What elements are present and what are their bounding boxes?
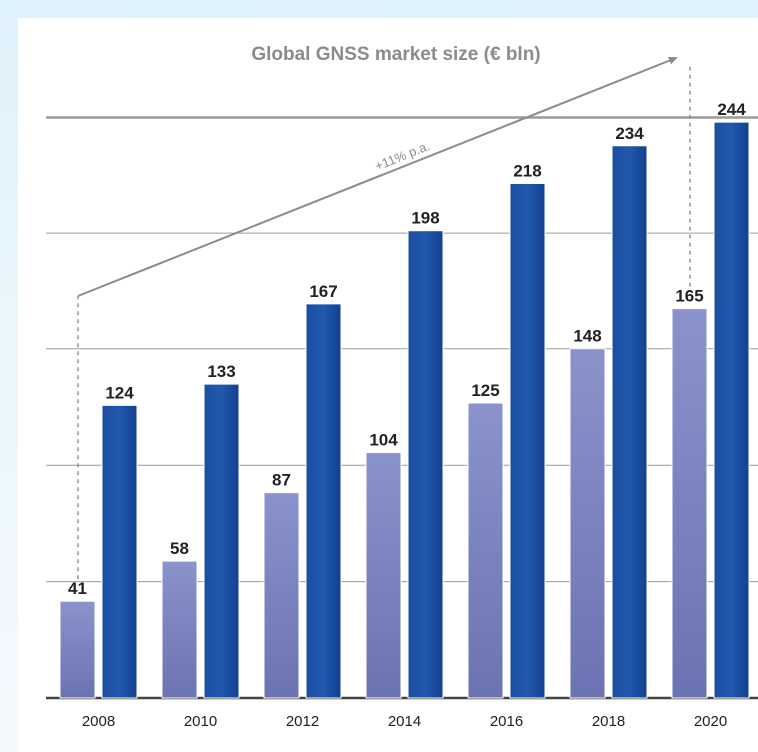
value-labels: 41 124 58 133 87 167 104 198 125 218 148 234 165 244	[68, 100, 746, 598]
bar-light	[467, 402, 504, 699]
bar-dark	[203, 383, 240, 699]
tick-label: 2016	[490, 713, 523, 730]
bar-chart: 411245813387167104198125218148234165244 …	[46, 44, 758, 730]
tick-label: 2008	[82, 713, 115, 730]
value-label: 234	[615, 124, 644, 143]
bar-dark	[611, 145, 648, 699]
chart-panel: 41 124 58 133 87 167 104 198 125 218 148 234 165 244 …	[18, 18, 758, 752]
value-label: 41	[68, 579, 87, 598]
value-label: 87	[272, 471, 291, 490]
value-label: 198	[411, 209, 439, 228]
value-label: 104	[369, 431, 398, 450]
value-label: 244	[717, 100, 746, 119]
bar-dark	[713, 121, 750, 699]
value-label: 124	[105, 383, 134, 402]
value-label: 167	[309, 282, 337, 301]
tick-label: 2014	[388, 713, 421, 730]
value-label: 218	[513, 162, 541, 181]
growth-annotation: +11% p.a.	[373, 138, 432, 174]
guide-lines	[77, 56, 691, 580]
bar-light	[59, 600, 96, 699]
tick-label: 2010	[184, 713, 217, 730]
growth-arrow	[77, 56, 678, 297]
gridlines	[46, 116, 758, 700]
tick-label: 2018	[592, 713, 625, 730]
bar-dark	[305, 303, 342, 699]
value-label: 125	[471, 381, 499, 400]
bar-dark	[509, 183, 546, 699]
value-label: 133	[207, 362, 235, 381]
value-label: 148	[573, 327, 601, 346]
bar-light	[569, 348, 606, 699]
bar-light	[671, 308, 708, 699]
tick-label: 2012	[286, 713, 319, 730]
bar-light	[365, 452, 402, 699]
x-axis-ticks: 2008 2010 2012 2014 2016 2018 2020	[82, 713, 727, 730]
value-label: 58	[170, 539, 189, 558]
bar-dark	[101, 404, 138, 699]
bar-dark	[407, 230, 444, 699]
tick-label: 2020	[694, 713, 727, 730]
bars	[59, 121, 750, 699]
bar-light	[263, 492, 300, 699]
chart-title: Global GNSS market size (€ bln)	[251, 44, 540, 65]
bar-light	[161, 560, 198, 699]
value-label: 165	[675, 287, 703, 306]
